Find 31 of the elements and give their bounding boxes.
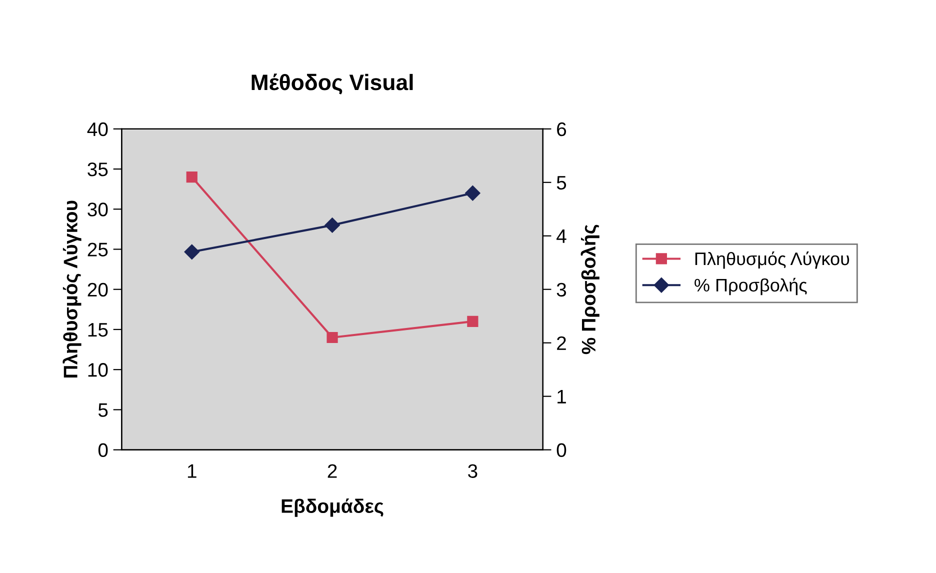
point	[186, 172, 198, 183]
y2-axis-title: % Προσβολής	[580, 224, 600, 354]
y-tick-label: 25	[88, 242, 108, 256]
y-tick-label: 0	[98, 443, 108, 458]
chart-title: Μέθοδος Visual	[252, 74, 413, 94]
y-tick-label: 35	[88, 162, 108, 176]
y2-tick-label: 4	[556, 230, 566, 243]
y-tick-label: 30	[88, 202, 108, 216]
point	[184, 244, 200, 260]
y-axis-title: Πληθυσμός Λύγκου	[62, 200, 82, 378]
x-tick-label: 2	[328, 464, 337, 478]
x-tick-label: 3	[468, 464, 478, 478]
y-tick-label: 5	[98, 403, 108, 417]
point	[467, 316, 478, 328]
y2-tick-label: 3	[556, 282, 566, 297]
x-axis-title: Εβδομάδες	[282, 498, 384, 517]
point	[465, 186, 480, 201]
legend-label: Πληθυσμός Λύγκου	[695, 251, 850, 269]
legend-label: % Προσβολής	[694, 278, 807, 296]
y2-tick-label: 5	[556, 176, 566, 190]
point	[324, 218, 340, 233]
x-tick-label: 1	[188, 464, 196, 478]
y-tick-label: 20	[88, 282, 108, 297]
y2-tick-label: 1	[558, 390, 566, 404]
y-tick-label: 10	[88, 363, 108, 377]
y-tick-label: 40	[87, 122, 108, 136]
point	[326, 332, 338, 344]
y2-tick-label: 6	[557, 122, 566, 136]
y2-tick-label: 2	[557, 336, 566, 350]
y2-tick-label: 0	[556, 443, 566, 458]
y-tick-label: 15	[88, 323, 108, 337]
